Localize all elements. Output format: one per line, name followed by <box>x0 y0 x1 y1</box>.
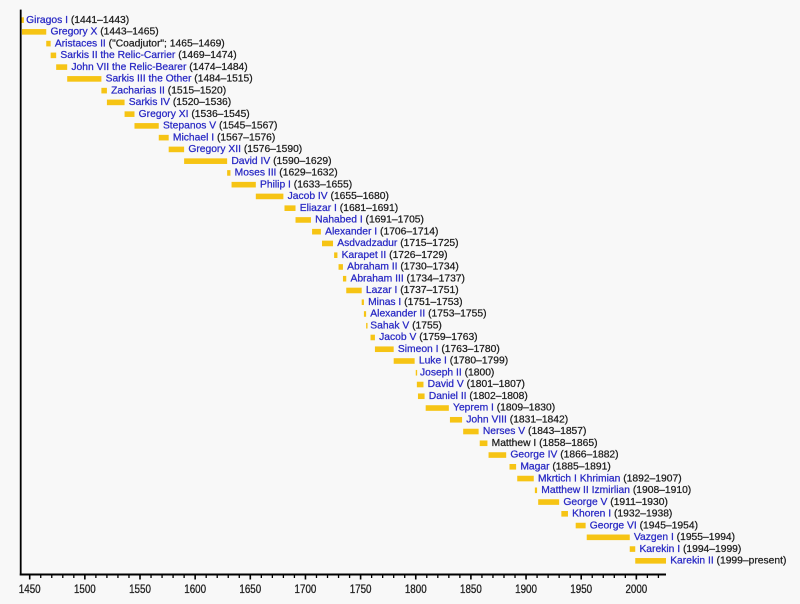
svg-text:Minas I (1751–1753): Minas I (1751–1753) <box>368 297 462 308</box>
svg-text:Magar (1885–1891): Magar (1885–1891) <box>520 461 610 472</box>
svg-text:Eliazar I (1681–1691): Eliazar I (1681–1691) <box>300 203 398 214</box>
svg-text:1800: 1800 <box>405 582 427 596</box>
svg-text:Matthew I (1858–1865): Matthew I (1858–1865) <box>492 438 598 449</box>
svg-text:Jacob IV (1655–1680): Jacob IV (1655–1680) <box>288 191 389 202</box>
svg-text:1900: 1900 <box>515 582 537 596</box>
svg-text:Yeprem I (1809–1830): Yeprem I (1809–1830) <box>453 403 555 414</box>
svg-text:Matthew II Izmirlian (1908–191: Matthew II Izmirlian (1908–1910) <box>541 485 691 496</box>
svg-text:Michael I (1567–1576): Michael I (1567–1576) <box>173 132 275 143</box>
svg-text:Nahabed I (1691–1705): Nahabed I (1691–1705) <box>315 215 424 226</box>
svg-text:Nerses V (1843–1857): Nerses V (1843–1857) <box>483 426 587 437</box>
svg-text:Alexander II (1753–1755): Alexander II (1753–1755) <box>370 309 486 320</box>
svg-text:George IV (1866–1882): George IV (1866–1882) <box>510 450 618 461</box>
svg-text:Sarkis III the Other (1484–151: Sarkis III the Other (1484–1515) <box>106 74 253 85</box>
svg-text:Stepanos V (1545–1567): Stepanos V (1545–1567) <box>163 121 278 132</box>
svg-text:George VI (1945–1954): George VI (1945–1954) <box>590 520 698 531</box>
svg-text:1750: 1750 <box>350 582 372 596</box>
svg-text:Sarkis IV (1520–1536): Sarkis IV (1520–1536) <box>129 97 231 108</box>
svg-text:1550: 1550 <box>129 582 151 596</box>
svg-text:Aristaces II ("Coadjutor"; 146: Aristaces II ("Coadjutor"; 1465–1469) <box>55 38 225 49</box>
svg-text:1650: 1650 <box>239 582 261 596</box>
svg-text:Luke I (1780–1799): Luke I (1780–1799) <box>419 356 508 367</box>
svg-text:Moses III (1629–1632): Moses III (1629–1632) <box>235 168 338 179</box>
svg-text:George V (1911–1930): George V (1911–1930) <box>563 497 668 508</box>
svg-text:1600: 1600 <box>184 582 206 596</box>
svg-text:Gregory XI (1536–1545): Gregory XI (1536–1545) <box>139 109 250 120</box>
svg-text:Vazgen I (1955–1994): Vazgen I (1955–1994) <box>634 532 735 543</box>
svg-text:Gregory XII (1576–1590): Gregory XII (1576–1590) <box>188 144 302 155</box>
svg-text:Giragos I (1441–1443): Giragos I (1441–1443) <box>26 15 129 26</box>
svg-text:Sarkis II the Relic-Carrier (1: Sarkis II the Relic-Carrier (1469–1474) <box>60 50 236 61</box>
svg-text:John VII the Relic-Bearer (147: John VII the Relic-Bearer (1474–1484) <box>71 62 247 73</box>
svg-text:Simeon I (1763–1780): Simeon I (1763–1780) <box>398 344 500 355</box>
svg-text:1850: 1850 <box>460 582 482 596</box>
svg-text:Asdvadzadur (1715–1725): Asdvadzadur (1715–1725) <box>337 238 458 249</box>
svg-text:Jacob V (1759–1763): Jacob V (1759–1763) <box>379 332 477 343</box>
svg-text:Abraham III (1734–1737): Abraham III (1734–1737) <box>350 273 465 284</box>
svg-text:Karekin II (1999–present): Karekin II (1999–present) <box>670 556 786 567</box>
svg-text:2000: 2000 <box>625 582 647 596</box>
svg-text:Karapet II (1726–1729): Karapet II (1726–1729) <box>342 250 448 261</box>
svg-text:1950: 1950 <box>570 582 592 596</box>
svg-text:Daniel II (1802–1808): Daniel II (1802–1808) <box>429 391 528 402</box>
svg-text:Sahak V (1755): Sahak V (1755) <box>370 320 442 331</box>
svg-text:Alexander I (1706–1714): Alexander I (1706–1714) <box>325 226 438 237</box>
svg-text:Lazar I (1737–1751): Lazar I (1737–1751) <box>366 285 459 296</box>
svg-text:David V (1801–1807): David V (1801–1807) <box>428 379 525 390</box>
svg-text:Joseph II (1800): Joseph II (1800) <box>420 367 494 378</box>
svg-text:Karekin I (1994–1999): Karekin I (1994–1999) <box>639 544 741 555</box>
svg-text:Gregory X (1443–1465): Gregory X (1443–1465) <box>50 27 158 38</box>
svg-text:David IV (1590–1629): David IV (1590–1629) <box>231 156 331 167</box>
svg-text:Philip I (1633–1655): Philip I (1633–1655) <box>260 179 352 190</box>
svg-text:Zacharias II (1515–1520): Zacharias II (1515–1520) <box>111 85 226 96</box>
svg-text:1450: 1450 <box>19 582 41 596</box>
svg-text:1500: 1500 <box>74 582 96 596</box>
svg-text:Mkrtich I Khrimian (1892–1907): Mkrtich I Khrimian (1892–1907) <box>538 473 682 484</box>
svg-text:John VIII (1831–1842): John VIII (1831–1842) <box>466 414 568 425</box>
svg-text:Abraham II (1730–1734): Abraham II (1730–1734) <box>347 262 459 273</box>
svg-text:1700: 1700 <box>295 582 317 596</box>
svg-text:Khoren I (1932–1938): Khoren I (1932–1938) <box>572 509 672 520</box>
